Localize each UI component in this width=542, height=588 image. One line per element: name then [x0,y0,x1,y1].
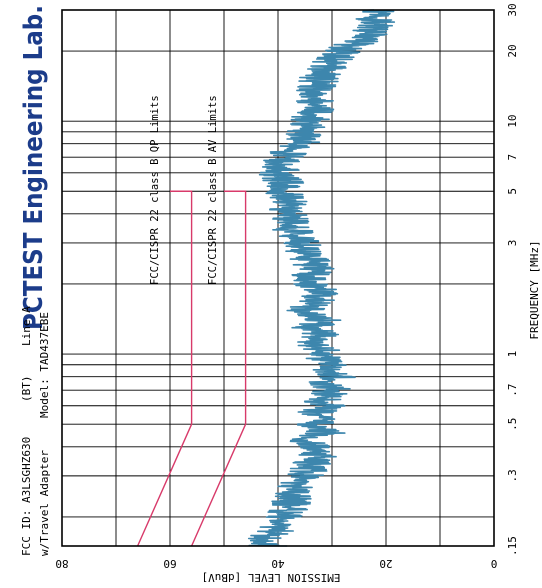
x-tick-label: 10 [506,115,519,128]
tick-labels: .15 .3 .5 .7 1 3 5 7 10 20 30 0 20 40 60 80 [55,3,519,570]
y-tick-label: 20 [379,557,392,570]
series-layer [247,9,396,547]
x-tick-label: .3 [506,469,519,482]
limit-lines [136,190,247,547]
x-tick-label: 30 [506,3,519,16]
emission-trace [247,9,396,547]
x-tick-label: .15 [506,536,519,556]
header-bt: (BT) [20,376,33,403]
av-limit-line [190,190,247,547]
header-block: PCTEST Engineering Lab. FCC ID: A3LSGHZ6… [19,5,51,556]
x-tick-label: 3 [506,240,519,247]
header-line: Line A [20,306,33,346]
x-tick-label: .7 [506,384,519,397]
x-tick-label: 5 [506,188,519,195]
y-tick-label: 80 [55,557,68,570]
x-tick-label: .5 [506,418,519,431]
plot-frame [61,9,495,547]
qp-limit-label: FCC/CISPR 22 class B QP Limits [149,95,161,285]
y-axis-title: EMISSION LEVEL [dBuV] [201,571,340,584]
lab-title: PCTEST Engineering Lab. [19,5,49,330]
x-tick-label: 1 [506,351,519,358]
y-tick-label: 0 [491,557,498,570]
x-tick-label: 7 [506,154,519,161]
header-fcc-id: FCC ID: A3LSGHZ630 [20,437,33,556]
x-axis-title: FREQUENCY [MHz] [528,240,541,339]
header-model: Model: TAD437EBE [38,312,51,418]
y-tick-label: 60 [163,557,176,570]
y-tick-label: 40 [271,557,284,570]
header-adapter: w/Travel Adapter [38,450,51,556]
qp-limit-line [136,190,193,547]
x-tick-label: 20 [506,44,519,57]
av-limit-label: FCC/CISPR 22 class B AV Limits [207,95,219,285]
